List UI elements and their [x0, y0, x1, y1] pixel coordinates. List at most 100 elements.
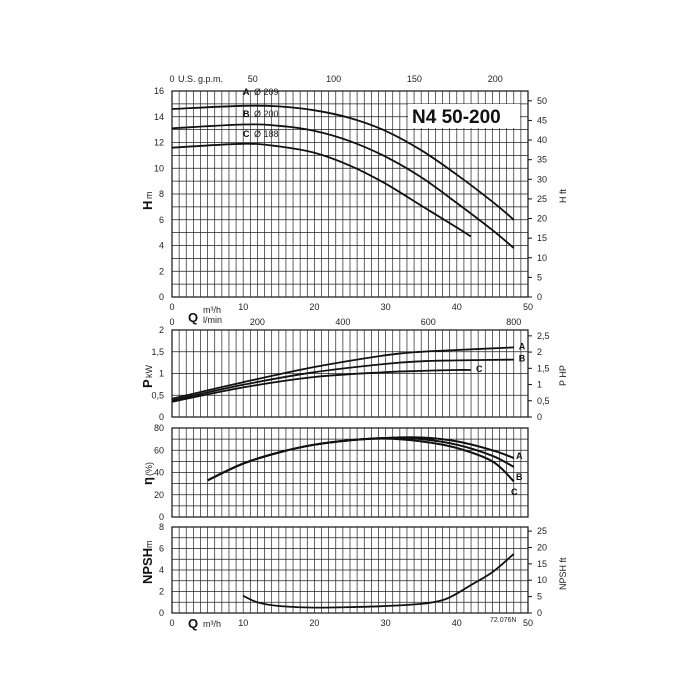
npsh-y-tick-label: 2 — [159, 587, 164, 597]
npsh-x-tick-label: 40 — [452, 618, 462, 628]
npsh-x-tick-label: 10 — [238, 618, 248, 628]
power-y-tick-label: 2 — [159, 325, 164, 335]
npsh-y-tick-label: 0 — [159, 608, 164, 618]
npsh-right-tick-label: 20 — [537, 542, 547, 552]
head-x-tick-label: 50 — [523, 302, 533, 312]
chart-code: 72.076N — [490, 617, 516, 624]
head-x-tick-label: 30 — [381, 302, 391, 312]
head-y-tick-label: 16 — [154, 86, 164, 96]
npsh-x-tick-label: 50 — [523, 618, 533, 628]
gpm-tick-label: 200 — [488, 74, 503, 84]
power-curve-label-A: A — [519, 341, 526, 351]
npsh-right-tick-label: 10 — [537, 575, 547, 585]
head-y-tick-label: 2 — [159, 266, 164, 276]
gpm-tick-label: 150 — [407, 74, 422, 84]
head-right-axis-title: H ft — [558, 188, 568, 203]
efficiency-y-tick-label: 80 — [154, 423, 164, 433]
head-right-tick-label: 0 — [537, 292, 542, 302]
flow-axis-lmin: l/min — [203, 315, 222, 325]
head-right-tick-label: 25 — [537, 194, 547, 204]
head-right-tick-label: 40 — [537, 135, 547, 145]
npsh-y-axis-unit: m — [144, 541, 154, 549]
power-right-tick-label: 2,5 — [537, 331, 550, 341]
head-right-tick-label: 5 — [537, 272, 542, 282]
head-x-tick-label: 20 — [309, 302, 319, 312]
npsh-x-tick-label: 0 — [169, 618, 174, 628]
head-y-tick-label: 0 — [159, 292, 164, 302]
head-curve-B — [171, 123, 515, 249]
lmin-tick-label: 800 — [506, 317, 521, 327]
gpm-tick-label: 100 — [326, 74, 341, 84]
head-y-axis-unit: m — [144, 192, 154, 200]
lmin-tick-label: 400 — [335, 317, 350, 327]
power-y-tick-label: 1 — [159, 369, 164, 379]
gpm-tick-label: 0 — [169, 74, 174, 84]
npsh-y-tick-label: 4 — [159, 565, 164, 575]
power-y-tick-label: 0,5 — [151, 390, 164, 400]
head-curve-diameter-A: Ø 209 — [254, 87, 279, 97]
npsh-right-tick-label: 15 — [537, 559, 547, 569]
power-right-tick-label: 2 — [537, 347, 542, 357]
head-right-tick-label: 10 — [537, 253, 547, 263]
head-y-tick-label: 10 — [154, 163, 164, 173]
head-y-tick-label: 4 — [159, 241, 164, 251]
npsh-right-tick-label: 0 — [537, 608, 542, 618]
head-curve-diameter-C: Ø 188 — [254, 129, 279, 139]
npsh-right-tick-label: 5 — [537, 592, 542, 602]
npsh-y-axis-title: NPSH — [140, 548, 155, 584]
efficiency-curve-A — [207, 436, 515, 482]
head-right-tick-label: 30 — [537, 174, 547, 184]
efficiency-curve-C — [207, 437, 515, 483]
head-y-tick-label: 14 — [154, 112, 164, 122]
head-curve-A — [171, 104, 515, 221]
power-y-tick-label: 1,5 — [151, 347, 164, 357]
head-y-tick-label: 12 — [154, 138, 164, 148]
head-right-tick-label: 50 — [537, 96, 547, 106]
npsh-right-tick-label: 25 — [537, 526, 547, 536]
power-right-tick-label: 1,5 — [537, 363, 550, 373]
power-y-axis-title: P — [140, 379, 155, 388]
head-y-axis-title: H — [140, 201, 155, 210]
head-x-tick-label: 0 — [169, 302, 174, 312]
efficiency-y-axis-unit: (%) — [144, 462, 154, 476]
npsh-flow-unit: m³/h — [203, 619, 221, 629]
head-y-tick-label: 6 — [159, 215, 164, 225]
chart-title: N4 50-200 — [412, 107, 501, 128]
head-right-tick-label: 45 — [537, 115, 547, 125]
head-right-tick-label: 35 — [537, 155, 547, 165]
power-right-tick-label: 1 — [537, 380, 542, 390]
head-right-tick-label: 20 — [537, 214, 547, 224]
head-curve-label-A: A — [243, 87, 250, 97]
power-curve-C — [171, 369, 472, 403]
efficiency-curve-label-C: C — [511, 487, 518, 497]
efficiency-y-tick-label: 60 — [154, 445, 164, 455]
head-right-tick-label: 15 — [537, 233, 547, 243]
lmin-tick-label: 200 — [250, 317, 265, 327]
power-curve-label-C: C — [476, 364, 483, 374]
efficiency-curve-label-B: B — [516, 472, 523, 482]
efficiency-y-axis-title: η — [140, 477, 155, 485]
power-y-axis-unit: kW — [144, 365, 154, 379]
npsh-curve — [242, 553, 515, 609]
power-y-tick-label: 0 — [159, 412, 164, 422]
efficiency-y-tick-label: 40 — [154, 468, 164, 478]
head-x-tick-label: 40 — [452, 302, 462, 312]
head-x-tick-label: 10 — [238, 302, 248, 312]
efficiency-curve-label-A: A — [516, 451, 523, 461]
npsh-x-tick-label: 20 — [309, 618, 319, 628]
lmin-tick-label: 600 — [421, 317, 436, 327]
power-right-tick-label: 0 — [537, 412, 542, 422]
flow-axis-m3h: m³/h — [203, 305, 221, 315]
npsh-y-tick-label: 8 — [159, 522, 164, 532]
head-y-tick-label: 8 — [159, 189, 164, 199]
power-curve-label-B: B — [519, 354, 526, 364]
lmin-tick-label: 0 — [169, 317, 174, 327]
head-curve-label-B: B — [243, 109, 250, 119]
gpm-tick-label: 50 — [248, 74, 258, 84]
head-curve-label-C: C — [243, 129, 250, 139]
npsh-flow-symbol: Q — [188, 616, 198, 631]
npsh-x-tick-label: 30 — [381, 618, 391, 628]
npsh-right-axis-title: NPSH ft — [558, 557, 568, 590]
efficiency-y-tick-label: 0 — [159, 512, 164, 522]
